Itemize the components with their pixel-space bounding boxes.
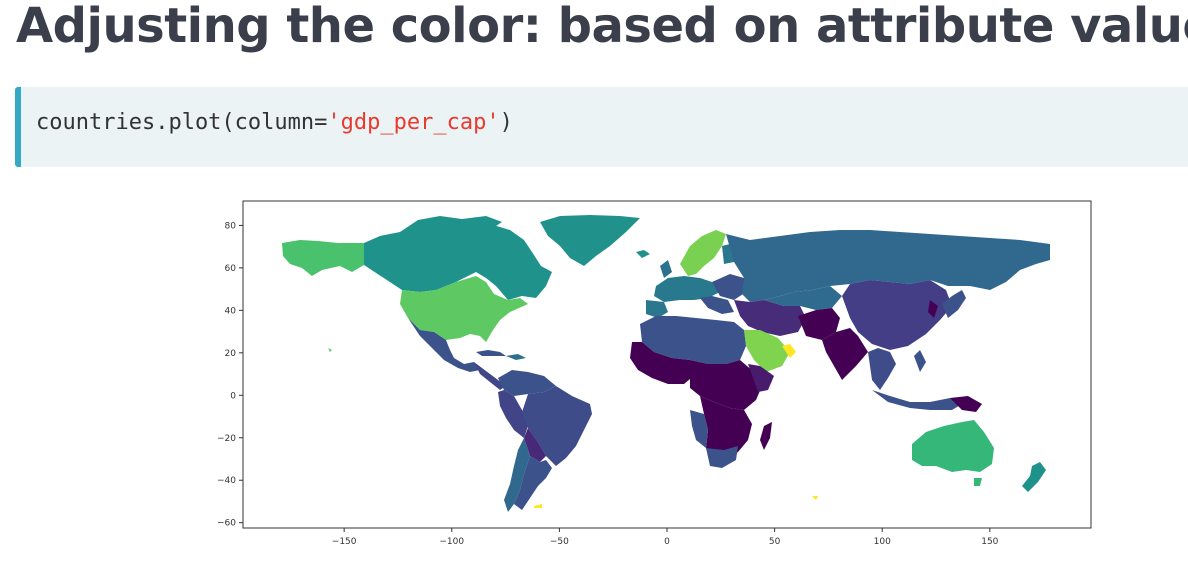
country-cuba: [476, 350, 506, 356]
y-tick-label: −40: [217, 476, 236, 486]
country-horn-of-africa: [748, 364, 774, 392]
y-tick-label: −20: [217, 434, 236, 444]
country-argentina: [514, 456, 552, 510]
country-western-europe: [654, 276, 720, 302]
country-madagascar: [760, 422, 772, 450]
country-falklands: [534, 504, 542, 508]
country-indonesia: [872, 390, 962, 410]
country-scandinavia: [680, 230, 726, 276]
country-philippines: [914, 350, 926, 372]
code-prefix: countries.plot(column=: [36, 110, 328, 135]
x-tick-label: −50: [550, 537, 569, 547]
country-south-africa: [706, 446, 738, 468]
country-gulf-states: [782, 344, 796, 358]
country-australia: [912, 420, 994, 472]
y-tick-label: −60: [217, 519, 236, 529]
country-japan: [942, 290, 966, 318]
country-china-mongolia: [842, 280, 952, 350]
country-north-africa: [640, 316, 746, 364]
country-central-africa: [690, 360, 762, 410]
country-mexico: [408, 318, 480, 372]
country-brazil: [522, 386, 592, 466]
country-southern-africa: [700, 396, 752, 462]
country-canada: [364, 224, 552, 300]
country-venezuela-colombia: [498, 370, 556, 396]
country-antarctic-islands: [812, 496, 818, 500]
country-hawaii: [328, 348, 332, 352]
country-bolivia-paraguay: [524, 428, 546, 462]
country-west-africa: [630, 342, 696, 384]
country-tasmania: [974, 478, 982, 486]
country-new-zealand: [1022, 462, 1046, 492]
country-central-america: [474, 362, 506, 390]
code-block: countries.plot(column='gdp_per_cap'): [15, 87, 1188, 167]
x-tick-label: 0: [664, 537, 670, 547]
code-suffix: ): [499, 110, 513, 135]
country-canada-arctic-islands: [400, 216, 502, 236]
y-tick-label: 80: [225, 221, 237, 231]
code-string-argument: 'gdp_per_cap': [327, 110, 500, 135]
country-usa: [400, 276, 528, 342]
country-iberia: [646, 300, 668, 318]
slide-title: Adjusting the color: based on attribute …: [16, 0, 1188, 54]
country-chile: [504, 438, 530, 512]
code-line: countries.plot(column='gdp_per_cap'): [36, 110, 513, 135]
country-italy-balkans: [700, 296, 734, 314]
country-iran-afghanistan: [798, 308, 840, 340]
country-india: [822, 328, 868, 380]
country-iceland: [636, 250, 650, 258]
x-tick-label: −150: [332, 537, 357, 547]
country-southeast-asia: [868, 348, 896, 390]
x-tick-label: 100: [874, 537, 891, 547]
country-middle-east: [734, 300, 806, 336]
country-russia: [726, 230, 1050, 302]
country-saudi-arabia: [744, 330, 790, 372]
country-alaska-usa: [282, 240, 364, 276]
country-ecuador-peru: [498, 390, 528, 438]
country-eastern-europe: [712, 274, 746, 300]
y-tick-label: 20: [225, 349, 237, 359]
x-tick-label: 50: [769, 537, 781, 547]
x-axis-ticks: −150 −100 −50 0 50 100 150: [332, 528, 999, 547]
country-korea: [928, 300, 938, 318]
y-tick-label: 40: [225, 306, 237, 316]
country-new-guinea: [950, 396, 982, 412]
x-tick-label: −100: [439, 537, 464, 547]
country-uk: [660, 260, 672, 278]
country-kazakhstan: [764, 286, 842, 310]
y-axis-ticks: 80 60 40 20 0 −20 −40 −60: [217, 221, 243, 529]
country-polygons: [282, 215, 1050, 512]
x-tick-label: 150: [981, 537, 998, 547]
y-tick-label: 0: [230, 391, 236, 401]
country-caribbean: [506, 354, 526, 360]
country-angola-namibia: [690, 410, 708, 448]
country-greenland: [540, 215, 640, 266]
y-tick-label: 60: [225, 264, 237, 274]
